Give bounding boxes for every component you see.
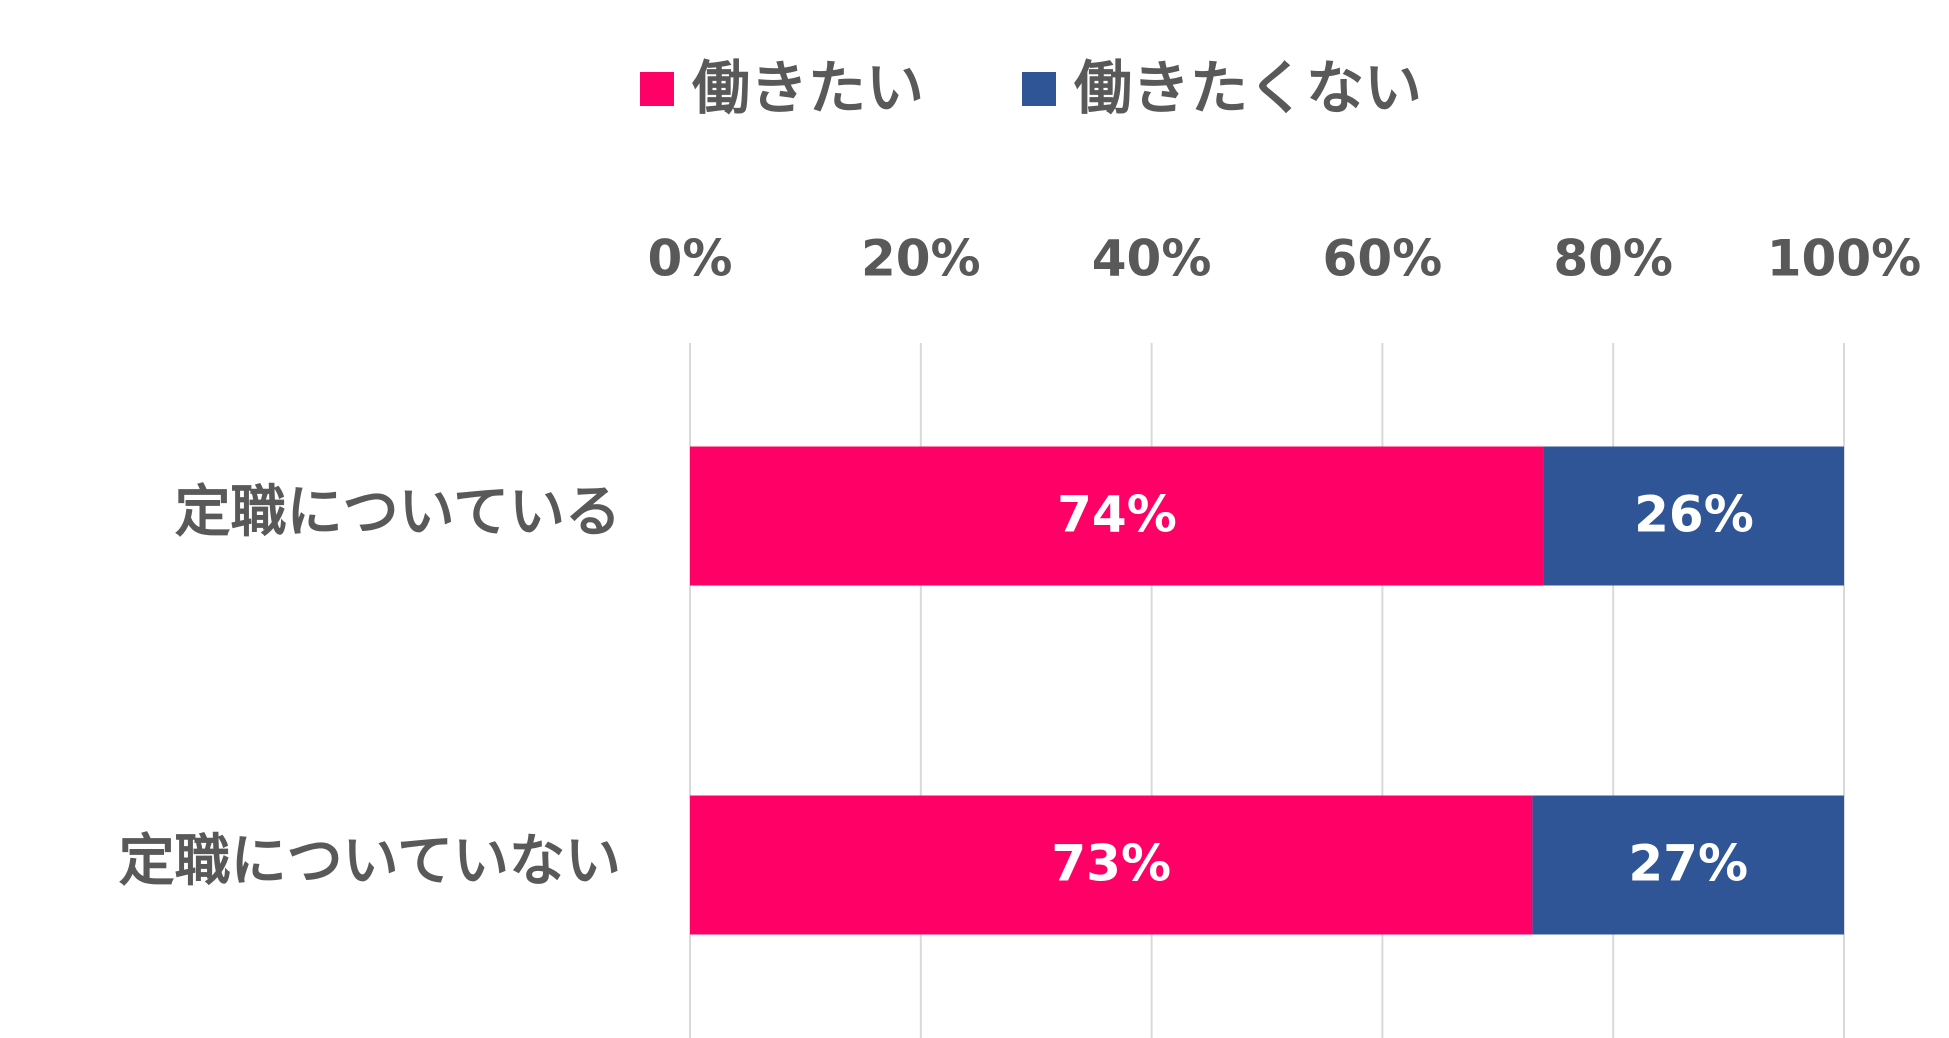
bar-segment: [690, 795, 1533, 935]
y-tick-label: 定職についている: [175, 480, 621, 545]
legend-swatch: [1022, 72, 1056, 106]
x-tick-label: 60%: [1323, 230, 1443, 288]
legend-swatch: [640, 72, 674, 106]
data-label: 74%: [1057, 486, 1177, 544]
legend-label: 働きたい: [692, 54, 924, 122]
y-tick-label: 定職についていない: [119, 829, 621, 894]
x-tick-label: 40%: [1092, 230, 1212, 288]
bar-segment: [1532, 795, 1844, 935]
x-tick-label: 80%: [1553, 230, 1673, 288]
x-tick-label: 0%: [648, 230, 733, 288]
x-tick-label: 20%: [861, 230, 981, 288]
bar-segment: [1543, 446, 1844, 586]
data-label: 26%: [1634, 486, 1754, 544]
data-label: 27%: [1628, 835, 1748, 893]
bar-segment: [690, 446, 1544, 586]
legend-label: 働きたくない: [1074, 54, 1422, 122]
data-label: 73%: [1051, 835, 1171, 893]
x-tick-label: 100%: [1767, 230, 1921, 288]
